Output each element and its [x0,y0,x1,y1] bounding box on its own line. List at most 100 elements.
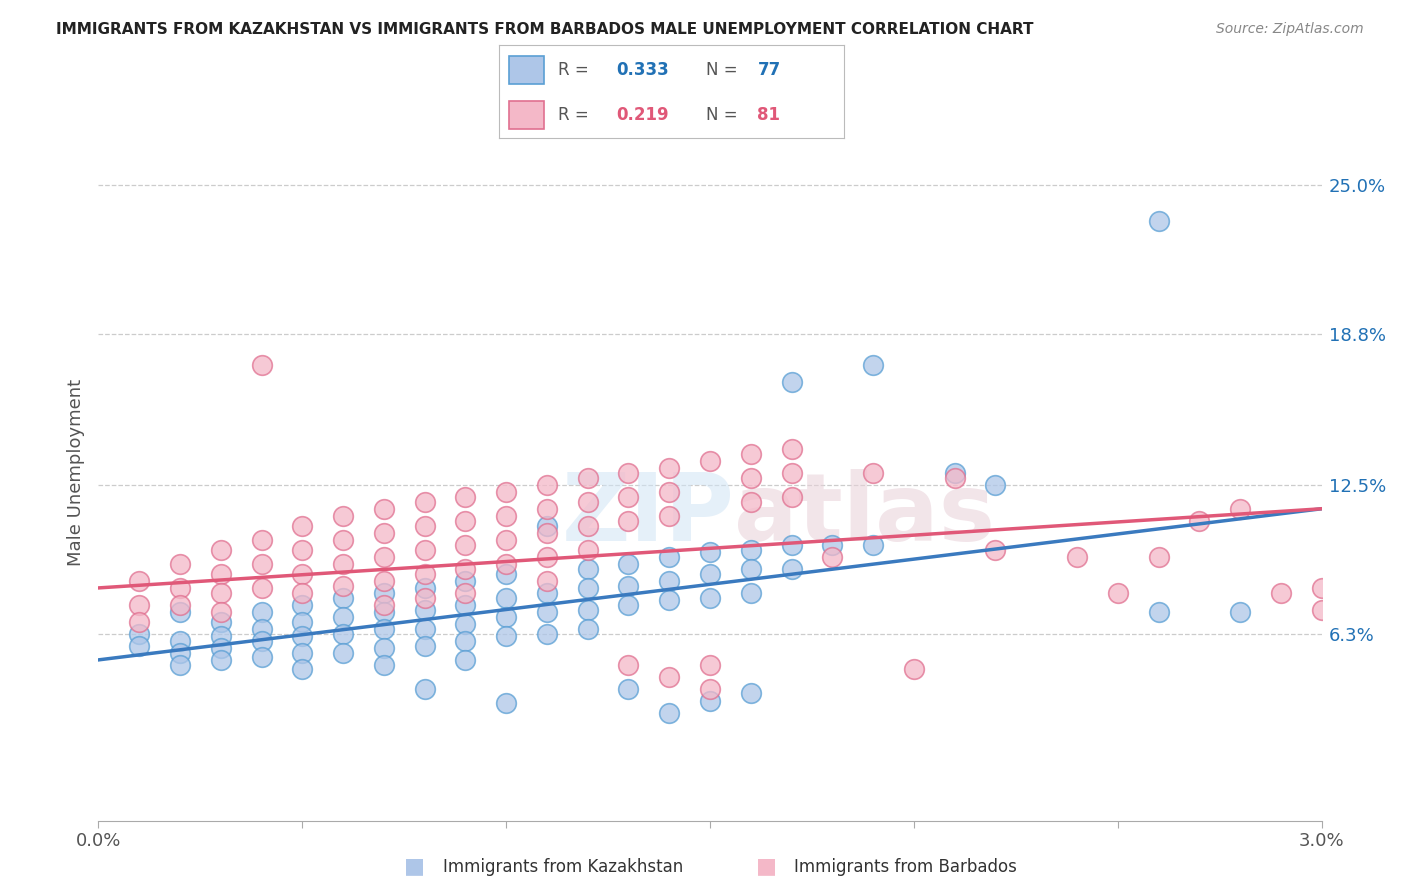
Point [250,622,273,636]
Point [984,477,1007,491]
Point [658,706,681,720]
Point [373,622,395,636]
Point [699,681,721,696]
Point [454,616,477,631]
Point [128,639,150,653]
Point [617,490,640,504]
Point [332,557,354,571]
Point [903,663,925,677]
Point [984,542,1007,557]
Point [454,574,477,588]
Point [291,615,314,629]
Point [495,629,517,643]
Point [413,602,436,616]
Point [1147,214,1170,228]
Point [821,549,844,564]
Point [291,518,314,533]
Point [658,593,681,607]
Point [250,358,273,372]
Point [617,514,640,528]
Point [373,585,395,599]
Point [250,605,273,619]
Point [658,574,681,588]
Point [169,633,191,648]
Point [209,585,232,599]
Point [454,633,477,648]
Point [495,591,517,605]
Point [943,466,966,480]
Point [576,542,599,557]
Point [413,542,436,557]
Point [169,646,191,660]
Text: IMMIGRANTS FROM KAZAKHSTAN VS IMMIGRANTS FROM BARBADOS MALE UNEMPLOYMENT CORRELA: IMMIGRANTS FROM KAZAKHSTAN VS IMMIGRANTS… [56,22,1033,37]
Point [536,585,558,599]
Point [495,557,517,571]
Text: ■: ■ [756,856,776,876]
Point [576,581,599,595]
Text: ■: ■ [405,856,425,876]
Point [209,640,232,655]
Point [250,533,273,547]
Point [495,696,517,710]
Point [536,626,558,640]
Point [454,598,477,612]
Point [454,562,477,576]
Point [373,657,395,672]
Point [332,609,354,624]
Point [536,501,558,516]
Text: 0.333: 0.333 [616,61,669,78]
Point [373,640,395,655]
Point [250,581,273,595]
Point [576,518,599,533]
Point [332,508,354,523]
Point [699,694,721,708]
Point [862,538,884,552]
Text: atlas: atlas [734,468,995,560]
Point [495,508,517,523]
Point [740,542,762,557]
Point [740,494,762,508]
Text: 0.219: 0.219 [616,106,669,124]
Point [128,626,150,640]
Point [658,461,681,475]
Text: N =: N = [706,61,737,78]
Text: Source: ZipAtlas.com: Source: ZipAtlas.com [1216,22,1364,37]
Point [128,615,150,629]
Point [536,574,558,588]
Point [209,566,232,581]
Point [740,585,762,599]
Point [454,490,477,504]
Point [332,533,354,547]
Point [373,598,395,612]
Point [332,646,354,660]
Point [169,605,191,619]
Point [780,538,803,552]
Point [740,446,762,460]
Point [373,549,395,564]
Point [209,629,232,643]
Point [454,653,477,667]
Point [373,605,395,619]
Point [1229,501,1251,516]
FancyBboxPatch shape [509,56,544,84]
Point [1107,585,1129,599]
Point [128,574,150,588]
Point [821,538,844,552]
Text: Immigrants from Kazakhstan: Immigrants from Kazakhstan [443,858,683,876]
Point [536,477,558,491]
Y-axis label: Male Unemployment: Male Unemployment [66,379,84,566]
Point [1229,605,1251,619]
Point [413,581,436,595]
Point [1270,585,1292,599]
Text: R =: R = [558,106,589,124]
Point [291,585,314,599]
Point [169,581,191,595]
Text: 77: 77 [758,61,780,78]
Point [413,639,436,653]
Text: R =: R = [558,61,589,78]
Point [291,663,314,677]
Point [1188,514,1211,528]
Point [373,501,395,516]
Point [495,533,517,547]
Point [1310,581,1333,595]
